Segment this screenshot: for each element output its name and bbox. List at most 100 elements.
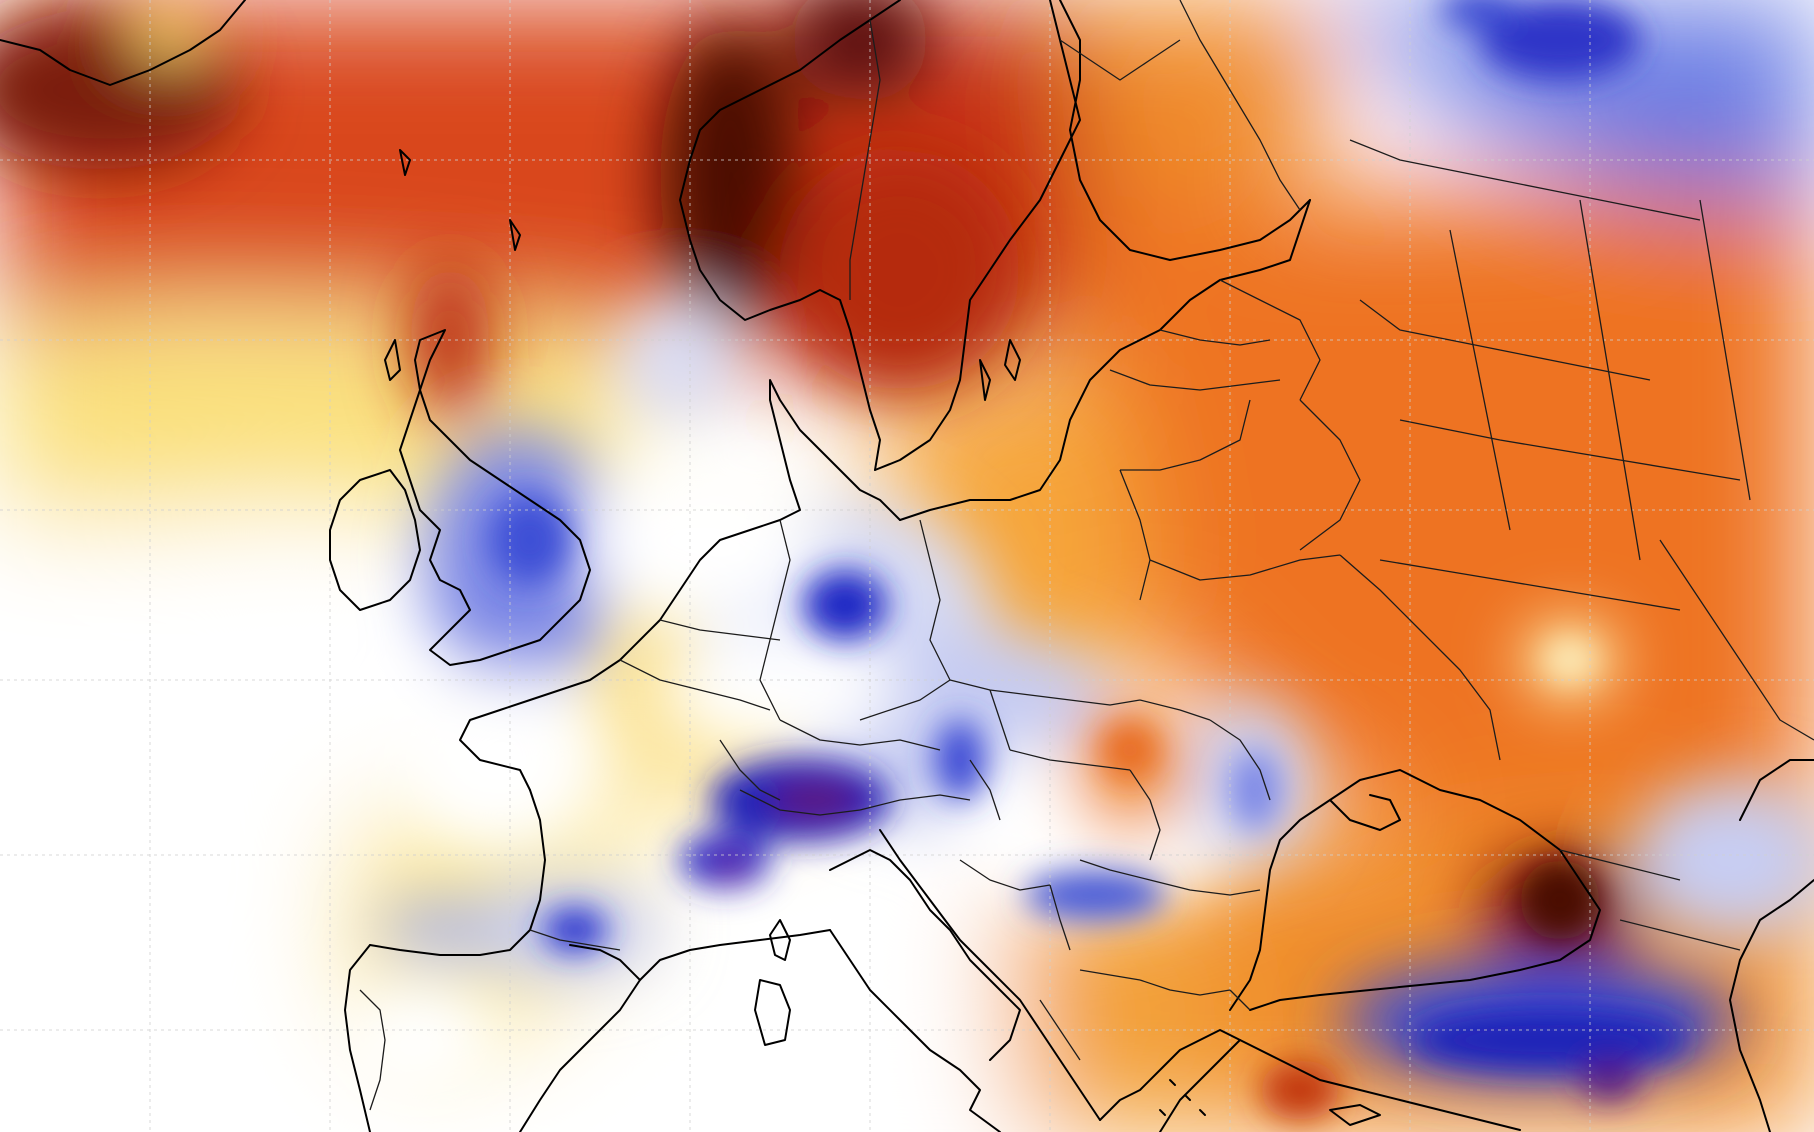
anomaly-warm-east-europe	[1060, 180, 1814, 860]
anomaly-cool-austria	[935, 720, 985, 800]
border-ukraine-moldova	[1209, 719, 1271, 801]
border-russia-internal-1	[1359, 299, 1651, 381]
coastline-adriatic	[879, 829, 1101, 1121]
coastline-corsica	[769, 919, 791, 961]
anomaly-warm-sweden	[780, 150, 1020, 390]
anomaly-very-warm-norway-north	[790, 0, 930, 100]
border-switzerland-italy	[739, 789, 861, 816]
country-borders	[359, 0, 1814, 1111]
anomaly-cool-black-sea-coast	[1230, 750, 1280, 830]
anomaly-warm-finland	[1060, 0, 1340, 230]
border-bulgaria-greece	[1139, 979, 1231, 996]
coastline-caspian	[1729, 759, 1814, 1132]
border-bulgaria-turkey	[1229, 989, 1251, 1011]
coastline-iceland	[0, 0, 246, 86]
coastline-sardinia	[754, 979, 791, 1046]
anomaly-neutral-alps-north	[660, 630, 900, 750]
anomaly-very-warm-caucasus	[1520, 860, 1600, 940]
anomaly-neutral-netherlands	[580, 460, 820, 620]
coastline-black-sea	[1229, 769, 1601, 1011]
border-latvia-lithuania	[1109, 369, 1281, 391]
border-serbia-romania	[1079, 859, 1151, 881]
border-finland-russia	[1179, 0, 1301, 211]
border-belarus-russia	[1299, 399, 1361, 551]
border-slovakia-hungary	[1009, 749, 1131, 771]
anomaly-cool-turkey-east	[1410, 1010, 1690, 1070]
anomaly-extreme-cool-turkey	[1580, 1060, 1640, 1100]
border-hungary-romania	[1129, 769, 1161, 861]
coastline-greece	[1099, 1029, 1241, 1132]
coastline-iberia	[344, 944, 641, 1132]
anomaly-extreme-cool-alps	[770, 782, 860, 818]
anomaly-slight-warm-ukraine-spot	[1545, 640, 1595, 680]
coastline-crimea	[1329, 794, 1401, 831]
border-france-switzerland	[719, 739, 781, 801]
anomaly-cool-england	[490, 495, 570, 585]
coastline-turkey-south	[1239, 1039, 1521, 1131]
border-germany-czech	[859, 679, 951, 721]
border-russia-internal-7	[1349, 139, 1701, 221]
border-armenia-azerbaijan	[1619, 919, 1741, 951]
border-russia-kazakhstan	[1659, 539, 1814, 741]
coastline-hebrides	[384, 149, 521, 381]
anomaly-neutral-france-sw	[400, 670, 600, 850]
border-estonia-latvia	[1159, 329, 1271, 346]
coastline-aegean-islands	[1159, 1079, 1206, 1116]
coastline-ireland	[329, 469, 421, 611]
border-poland-czech-slovakia	[949, 679, 1141, 706]
border-czech-slovakia	[989, 689, 1011, 751]
border-belgium-france	[619, 659, 771, 711]
anomaly-extreme-cool-provence	[715, 855, 745, 875]
anomaly-cool-karelia	[1440, 0, 1520, 30]
border-russia-internal-2	[1399, 419, 1741, 481]
border-lithuania-belarus	[1120, 399, 1251, 471]
border-albania	[1039, 999, 1081, 1061]
coastline-finland	[1059, 0, 1311, 261]
border-belarus-ukraine	[1149, 554, 1341, 581]
coastline-cyprus	[1329, 1104, 1381, 1126]
border-netherlands-belgium	[659, 619, 781, 641]
anomaly-cool-carpathians	[1025, 870, 1165, 920]
anomaly-warm-transylvania	[1100, 720, 1160, 780]
anomaly-warm-aegean	[1260, 1060, 1340, 1120]
border-russia-internal-5	[1699, 199, 1751, 501]
border-romania-bulgaria	[1149, 879, 1261, 896]
border-ukraine-russia	[1339, 554, 1501, 761]
coastline-north-sea	[459, 519, 781, 791]
anomaly-cool-north-sea	[620, 300, 740, 420]
border-ukraine-romania	[1139, 699, 1211, 721]
anomaly-neutral-spain-south	[340, 980, 500, 1100]
anomaly-cool-northeast-core	[1480, 0, 1640, 80]
anomaly-cool-northeast	[1300, 0, 1814, 200]
border-austria-italy	[859, 794, 971, 811]
anomaly-very-warm-norway	[660, 25, 800, 325]
border-germany-west	[759, 519, 791, 721]
anomaly-mild-warm-balkans	[1000, 880, 1230, 1132]
border-north-macedonia	[1079, 969, 1141, 981]
coastline-norway	[679, 0, 901, 471]
border-germany-poland	[919, 519, 951, 681]
coastline-italy	[829, 849, 1021, 1132]
anomaly-cool-rhineland	[803, 570, 887, 640]
anomaly-neutral-atlantic	[0, 520, 360, 1132]
anomaly-field-small	[490, 0, 1690, 1120]
border-russia-internal-3	[1449, 229, 1511, 531]
border-poland-belarus	[1119, 469, 1151, 601]
anomaly-cool-pyrenees-east	[543, 908, 607, 952]
anomaly-cool-spain-north	[380, 900, 500, 960]
coastline-gotland	[979, 339, 1021, 401]
coastline-gulf-of-lion	[639, 929, 831, 981]
border-russia-internal-6	[1379, 559, 1681, 611]
coastline-biscay	[369, 789, 546, 956]
border-georgia	[1559, 849, 1681, 881]
anomaly-cool-caspian	[1630, 780, 1814, 940]
border-sweden-finland	[1059, 39, 1181, 81]
coastline-sweden	[874, 0, 1081, 471]
anomaly-warm-iceland	[130, 0, 210, 60]
coastline-great-britain	[399, 329, 591, 666]
border-russia-internal-4	[1579, 199, 1641, 561]
